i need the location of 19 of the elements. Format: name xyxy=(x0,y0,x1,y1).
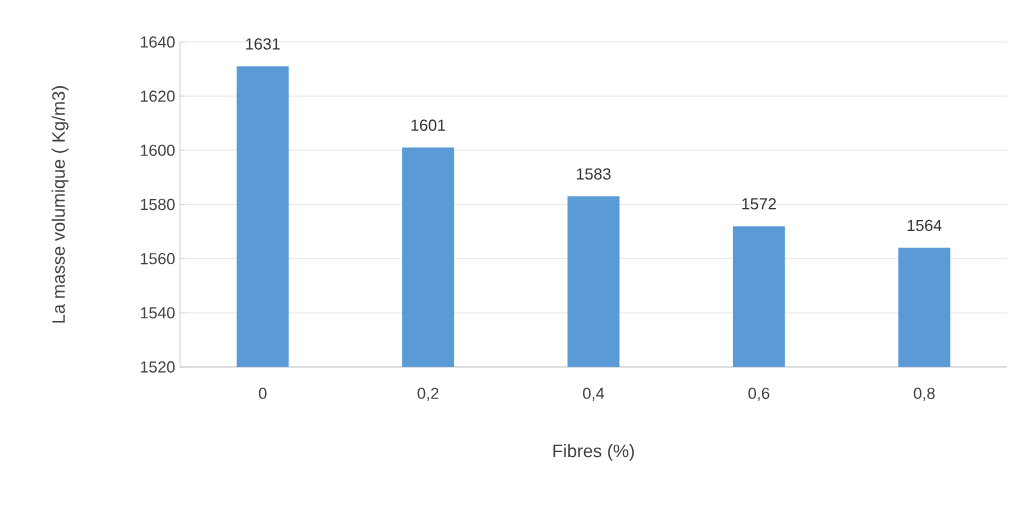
y-tick-label: 1600 xyxy=(140,144,175,156)
data-label: 1583 xyxy=(576,168,611,180)
y-tick-label: 1620 xyxy=(140,90,175,102)
y-axis-title: La masse volumique ( Kg/m3) xyxy=(51,86,69,323)
y-tick-label: 1640 xyxy=(140,36,175,48)
data-label: 1631 xyxy=(246,38,280,50)
x-tick-label: 0,4 xyxy=(583,387,605,401)
data-label: 1601 xyxy=(411,119,446,131)
x-tick-label: 0 xyxy=(258,387,267,400)
x-axis-title: Fibres (%) xyxy=(553,444,634,461)
data-label: 1572 xyxy=(742,198,776,210)
x-tick-label: 0,8 xyxy=(913,387,935,401)
y-tick-label: 1520 xyxy=(140,361,175,373)
data-label: 1564 xyxy=(907,219,942,232)
x-tick-label: 0,2 xyxy=(417,387,439,401)
y-tick-label: 1540 xyxy=(140,307,175,319)
y-tick-label: 1560 xyxy=(140,253,175,265)
y-tick-label: 1580 xyxy=(140,198,175,211)
x-tick-label: 0,6 xyxy=(748,387,770,401)
